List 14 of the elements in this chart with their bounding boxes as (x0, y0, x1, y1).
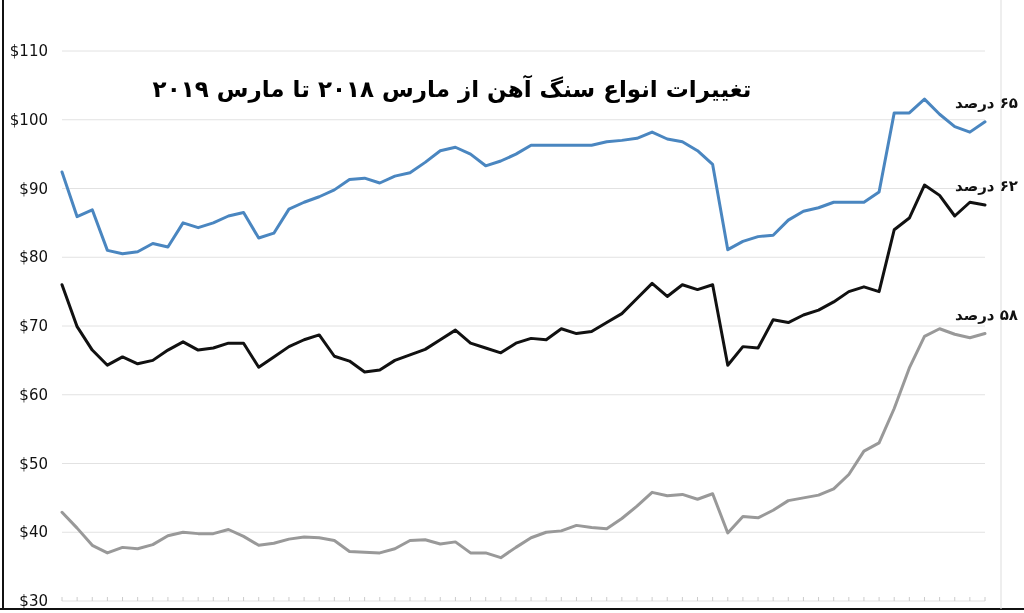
y-tick-label: $90 (19, 179, 48, 198)
y-tick-label: $100 (9, 110, 48, 129)
y-tick-label: $50 (19, 454, 48, 473)
y-tick-label: $40 (19, 523, 48, 542)
y-tick-label: $80 (19, 248, 48, 267)
y-tick-label: $110 (9, 42, 48, 60)
series-label: ۶۵ درصد (954, 93, 1018, 112)
y-tick-label: $60 (19, 385, 48, 404)
text: تغییرات انواع سنگ آهن از مارس ۲۰۱۸ تا مارس ۲۰۱۹ (152, 74, 752, 103)
y-tick-label: $30 (19, 592, 48, 610)
series-label: ۵۸ درصد (954, 305, 1018, 324)
y-tick-label: $70 (19, 317, 48, 335)
line-series (60, 327, 987, 560)
series-label: ۶۲ درصد (954, 177, 1018, 195)
